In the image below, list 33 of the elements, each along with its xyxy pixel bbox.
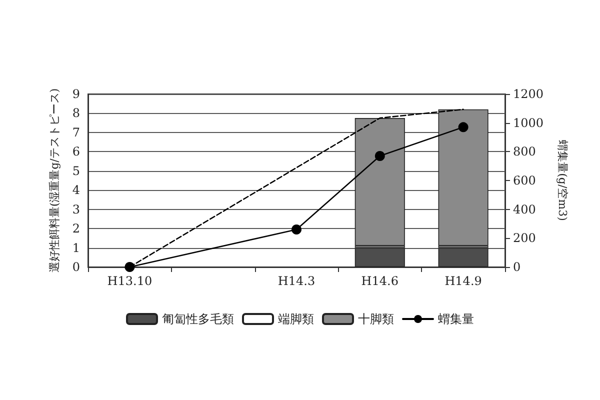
legend-label: 十脚類 — [358, 312, 394, 326]
y-tick-label: 1 — [72, 240, 80, 255]
y-tick-label: 3 — [72, 202, 80, 216]
legend-label: 蝟集量 — [438, 312, 474, 326]
y-tick-label: 8 — [72, 106, 80, 120]
point — [292, 224, 302, 235]
y-tick-label: 2 — [72, 222, 80, 236]
bar — [354, 118, 405, 246]
bar — [438, 109, 488, 246]
y2-axis-title: 蝟集量(g/空m3) — [556, 140, 569, 221]
point — [124, 262, 135, 272]
legend-label: 匍匐性多毛類 — [162, 312, 234, 326]
y-tick-label: 7 — [72, 125, 80, 140]
point — [374, 150, 385, 161]
y-tick-label: 5 — [72, 164, 80, 178]
y-tick-label: 6 — [72, 144, 80, 159]
y2-tick-label: 800 — [513, 144, 536, 159]
x-tick-label: H14.9 — [444, 274, 482, 288]
point — [458, 122, 468, 132]
x-tick-label: H14.6 — [361, 274, 398, 288]
legend-label: 端脚類 — [278, 312, 314, 326]
y2-tick-label: 1000 — [513, 116, 544, 130]
y-tick-label: 9 — [72, 87, 80, 101]
y-tick-label: 4 — [72, 183, 80, 198]
y2-tick-label: 600 — [513, 174, 536, 188]
x-tick-label: H13.10 — [107, 274, 152, 288]
y2-tick-label: 0 — [513, 260, 521, 274]
y2-tick-label: 200 — [513, 231, 536, 246]
x-tick-label: H14.3 — [278, 274, 316, 288]
y-axis-title: 選好性餌料量(湿重量g/テストピース) — [48, 88, 61, 273]
y2-tick-label: 400 — [513, 202, 536, 216]
y2-tick-label: 1200 — [513, 87, 544, 101]
y-tick-label: 0 — [72, 260, 80, 274]
